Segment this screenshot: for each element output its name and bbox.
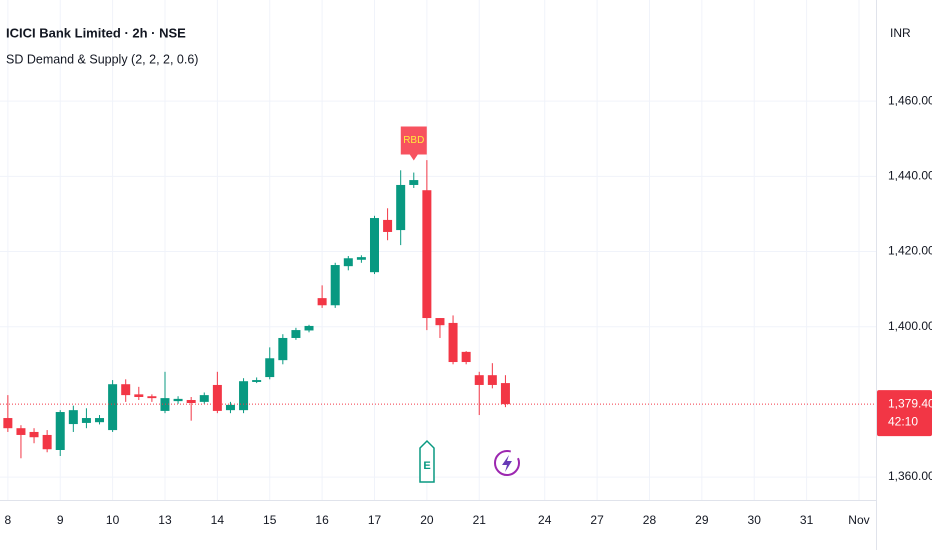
candle-body [396,184,406,231]
x-tick-label: 14 [211,513,225,527]
earnings-icon: E [419,439,435,483]
candle-body [330,265,340,306]
candle-body [435,318,445,326]
x-tick-label: 16 [315,513,329,527]
price-label: 1,379.40 [888,396,932,410]
candle-body [134,394,144,397]
x-tick-label: 30 [748,513,762,527]
candle-body [487,375,497,385]
x-tick-label: 9 [57,513,64,527]
candle-body [173,398,183,402]
candle-body [500,383,510,405]
candle-body [304,325,314,331]
y-tick-label: 1,440.00 [888,168,932,182]
x-tick-label: 27 [590,513,604,527]
x-tick-label: 13 [158,513,172,527]
y-tick-label: 1,460.00 [888,93,932,107]
candle-body [16,428,26,435]
candle-body [265,358,275,378]
candle-body [29,431,39,438]
candle-body [422,190,432,319]
annotation-bubble [400,126,427,161]
axis-label: INR [890,26,911,40]
candle-body [369,218,379,273]
candle-body [409,180,419,185]
price-label-box [877,390,932,437]
candle-body [343,258,353,267]
candle-body [252,380,262,382]
candle-body [474,375,484,385]
chart-title: ICICI Bank Limited · 2h · NSE [6,25,186,40]
candle-body [81,418,91,423]
candle-body [461,351,471,363]
x-tick-label: 31 [800,513,814,527]
y-tick-label: 1,400.00 [888,319,932,333]
candle-body [239,381,249,411]
event-icon [494,450,520,476]
indicator-label: SD Demand & Supply (2, 2, 2, 0.6) [6,52,198,66]
countdown-label: 42:10 [888,414,918,428]
candle-body [199,395,209,402]
x-tick-label: 21 [473,513,487,527]
annotation-label: RBD [403,135,424,146]
x-tick-label: Nov [848,513,869,527]
candle-body [68,410,78,425]
candle-body [317,298,327,306]
candle-body [186,400,196,404]
candle-body [448,322,458,363]
candle-body [212,384,222,411]
x-tick-label: 24 [538,513,552,527]
candle-body [147,396,157,399]
candle-body [3,418,13,429]
x-tick-label: 28 [643,513,657,527]
candle-body [291,330,301,338]
x-tick-label: 10 [106,513,120,527]
candle-body [95,418,105,423]
x-tick-label: 29 [695,513,709,527]
candle-body [55,412,65,450]
x-tick-label: 8 [5,513,12,527]
x-tick-label: 15 [263,513,277,527]
x-tick-label: 17 [368,513,382,527]
candle-body [121,384,131,396]
y-tick-label: 1,360.00 [888,469,932,483]
svg-text:E: E [423,460,430,472]
candle-body [160,398,170,411]
candle-body [278,337,288,361]
y-tick-label: 1,420.00 [888,244,932,258]
candle-body [108,384,118,431]
candle-body [42,434,52,450]
candle-body [356,257,366,260]
x-tick-label: 20 [420,513,434,527]
candle-body [383,219,393,232]
candle-body [225,404,235,411]
